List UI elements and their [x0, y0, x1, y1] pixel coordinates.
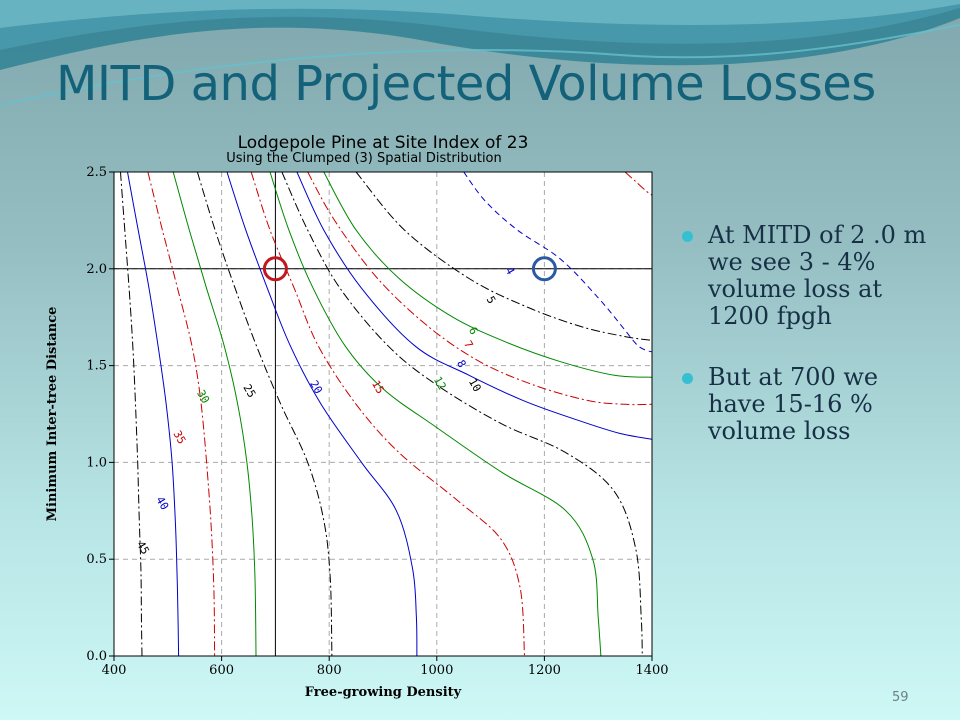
slide-number: 59	[892, 690, 909, 705]
y-tick-label: 1.5	[86, 359, 107, 374]
x-tick-label: 1400	[635, 663, 668, 678]
contour-line	[127, 172, 180, 656]
slide-title: MITD and Projected Volume Losses	[56, 56, 876, 112]
contour-label: 12	[431, 374, 449, 392]
blue-circle-marker	[531, 256, 557, 282]
contour-label: 15	[369, 378, 387, 396]
contour-line	[296, 172, 652, 440]
contour-label: 35	[170, 428, 188, 446]
contour-label: 40	[153, 494, 171, 512]
y-tick-label: 2.0	[86, 262, 107, 277]
bullet-text: But at 700 we have 15-16 % volume loss	[708, 363, 879, 445]
contour-line	[269, 172, 602, 656]
contour-line	[281, 172, 643, 656]
x-ticks: 400 600 800 1000 1200 1400	[102, 656, 669, 678]
title-wave-decoration	[0, 0, 960, 106]
contour-label: 30	[194, 388, 212, 406]
plot-frame	[113, 171, 653, 657]
y-axis-label: Minimum Inter-tree Distance	[45, 307, 60, 522]
contour-line	[147, 172, 216, 656]
contour-line	[172, 172, 257, 656]
x-tick-label: 800	[317, 663, 342, 678]
red-circle-marker	[262, 256, 288, 282]
contour-label: 25	[240, 382, 258, 400]
reference-lines	[114, 172, 652, 656]
contour-line	[226, 172, 418, 656]
bullet-list: At MITD of 2 .0 m we see 3 - 4% volume l…	[682, 222, 942, 479]
y-tick-label: 0.0	[86, 649, 107, 664]
x-tick-label: 1200	[528, 663, 561, 678]
bullet-item: At MITD of 2 .0 m we see 3 - 4% volume l…	[682, 222, 942, 330]
contour-line	[355, 172, 652, 341]
contour-label: 45	[134, 539, 152, 557]
contour-label: 10	[466, 376, 484, 394]
bullet-dot-icon	[682, 231, 693, 242]
x-tick-label: 1000	[420, 663, 453, 678]
y-tick-label: 1.0	[86, 455, 107, 470]
contour-line	[323, 172, 652, 378]
contour-label: 20	[307, 378, 325, 396]
bullet-item: But at 700 we have 15-16 % volume loss	[682, 364, 942, 445]
contour-line	[120, 172, 143, 656]
contour-line	[307, 172, 652, 406]
wave-shape	[0, 0, 960, 28]
x-tick-label: 400	[102, 663, 127, 678]
plot-area	[114, 172, 652, 656]
x-tick-label: 600	[209, 663, 234, 678]
chart-subtitle: Using the Clumped (3) Spatial Distributi…	[226, 151, 502, 166]
wave-line	[0, 24, 960, 106]
y-tick-label: 0.5	[86, 552, 107, 567]
contour-line	[196, 172, 333, 656]
chart-title: Lodgepole Pine at Site Index of 23	[238, 133, 529, 153]
bullet-dot-icon	[682, 373, 693, 384]
contour-line	[624, 172, 652, 196]
bullet-text: At MITD of 2 .0 m we see 3 - 4% volume l…	[708, 221, 927, 330]
y-ticks: 0.0 0.5 1.0 1.5 2.0 2.5	[86, 165, 114, 664]
y-tick-label: 2.5	[86, 165, 107, 180]
x-axis-label: Free-growing Density	[305, 685, 462, 700]
markers	[262, 256, 557, 282]
